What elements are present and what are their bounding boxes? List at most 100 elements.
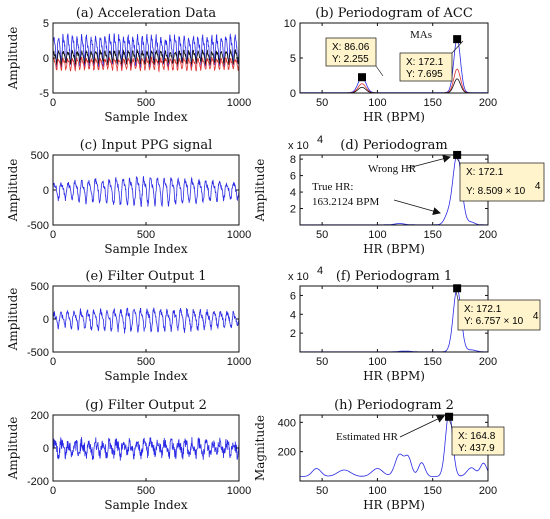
panel-f: (f) Periodogram 1 50 100 150 200 2 4 6 x 10 4 HR (…	[288, 265, 541, 383]
y-tick-label: 500	[31, 150, 49, 162]
x-tick-label: 150	[424, 229, 442, 241]
y-axis-label: Amplitude	[6, 159, 20, 223]
y-tick-label: -500	[27, 347, 49, 359]
y-tick-label: 4	[290, 309, 296, 321]
y-tick-label: 0	[43, 185, 49, 197]
datatip-y: Y: 6.757 × 10	[464, 316, 524, 327]
y-tick-label: 8	[290, 154, 296, 166]
x-tick-label: 100	[368, 229, 386, 241]
x-tick-label: 1000	[227, 485, 251, 497]
datatip-x: X: 86.06	[332, 42, 370, 53]
x-tick-label: 150	[424, 485, 442, 497]
panel-title: (a) Acceleration Data	[76, 6, 217, 21]
panel-title: (h) Periodogram 2	[334, 398, 454, 413]
y-axis-label: Amplitude	[6, 417, 20, 481]
y-tick-label: 6	[290, 290, 296, 302]
panel-title: (d) Periodogram	[340, 138, 447, 153]
y-tick-label: 2	[290, 328, 296, 340]
x-axis-label: Sample Index	[104, 242, 187, 256]
x-tick-label: 100	[368, 97, 386, 109]
series-line-1	[53, 306, 239, 334]
x-tick-label: 0	[50, 356, 56, 368]
y-exponent-label: x 10	[288, 271, 309, 283]
datatip-x: X: 172.1	[464, 304, 502, 315]
annotation-arrow	[399, 415, 445, 438]
y-tick-label: 2	[290, 204, 296, 216]
x-tick-label: 200	[479, 97, 497, 109]
y-tick-label: 0	[43, 443, 49, 455]
x-tick-label: 500	[137, 485, 155, 497]
x-axis-label: Sample Index	[104, 110, 187, 124]
y-tick-label: 400	[278, 417, 296, 429]
x-tick-label: 500	[137, 356, 155, 368]
annotation-text: MAs	[410, 29, 432, 41]
x-tick-label: 200	[479, 485, 497, 497]
y-tick-label: -500	[27, 220, 49, 232]
datatip-x: X: 172.1	[466, 167, 504, 178]
panel-g: (g) Filter Output 20 500 1000-2000200Sampl…	[6, 398, 251, 512]
datatip-y-power: 4	[533, 311, 539, 322]
y-exponent-label: x 10	[288, 140, 309, 152]
y-tick-label: 0	[43, 314, 49, 326]
y-axis-label: Amplitude	[6, 27, 20, 91]
x-tick-label: 0	[50, 229, 56, 241]
panel-title: (e) Filter Output 1	[85, 269, 206, 284]
annotation-arrow	[407, 154, 451, 169]
x-tick-label: 50	[316, 229, 328, 241]
x-tick-label: 1000	[227, 97, 251, 109]
peak-marker	[357, 73, 366, 82]
x-tick-label: 200	[479, 229, 497, 241]
y-tick-label: 6	[290, 171, 296, 183]
x-tick-label: 200	[479, 356, 497, 368]
datatip-leader	[446, 413, 453, 428]
y-axis-label: Magnitude	[253, 415, 267, 481]
annotation-arrow	[393, 199, 441, 215]
datatip-x: X: 172.1	[406, 57, 444, 68]
x-axis-label: HR (BPM)	[363, 242, 425, 256]
panel-title: (c) Input PPG signal	[80, 138, 213, 153]
datatip-leader	[454, 155, 461, 164]
datatip-leader	[451, 40, 464, 54]
panel-title: (f) Periodogram 1	[336, 269, 452, 284]
x-axis-label: Sample Index	[104, 498, 187, 512]
series-line-3	[300, 78, 488, 93]
panel-d: (d) Periodogram 50 100 150 200 2 4 6 8 x 10 4 HR (B…	[253, 134, 545, 256]
x-axis-label: HR (BPM)	[363, 498, 425, 512]
x-tick-label: 50	[316, 485, 328, 497]
series-line-1	[53, 437, 239, 461]
series-line-3	[53, 56, 239, 73]
peak-marker	[445, 412, 454, 421]
series-line-1	[53, 33, 239, 69]
x-tick-label: 500	[137, 229, 155, 241]
y-tick-label: 0	[43, 53, 49, 65]
series-line-1	[300, 415, 488, 477]
y-exponent-power: 4	[317, 265, 323, 277]
x-tick-label: 100	[368, 356, 386, 368]
x-axis-label: HR (BPM)	[363, 110, 425, 124]
annotation-text: Estimated HR	[336, 431, 399, 443]
datatip-box	[459, 162, 545, 202]
x-tick-label: 1000	[227, 356, 251, 368]
x-axis-label: HR (BPM)	[363, 369, 425, 383]
annotation-text: Wrong HR	[368, 163, 417, 175]
x-tick-label: 100	[368, 485, 386, 497]
x-tick-label: 150	[424, 356, 442, 368]
datatip-x: X: 164.8	[458, 431, 496, 442]
y-tick-label: 10	[284, 18, 296, 30]
panel-e: (e) Filter Output 10 500 1000-5000500Sampl…	[6, 269, 251, 383]
x-tick-label: 50	[316, 97, 328, 109]
peak-marker	[453, 284, 462, 293]
datatip-box	[399, 52, 453, 82]
y-axis-label: Amplitude	[6, 288, 20, 352]
datatip-leader	[375, 65, 384, 77]
datatip-y-power: 4	[535, 181, 541, 192]
y-tick-label: 4	[290, 187, 296, 199]
x-tick-label: 50	[316, 356, 328, 368]
y-tick-label: 500	[31, 281, 49, 293]
x-tick-label: 0	[50, 97, 56, 109]
peak-marker	[453, 35, 462, 44]
datatip-box	[325, 37, 377, 67]
y-axis-label: Amplitude	[253, 159, 267, 223]
